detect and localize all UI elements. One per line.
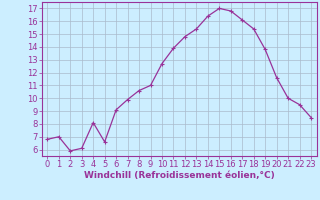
X-axis label: Windchill (Refroidissement éolien,°C): Windchill (Refroidissement éolien,°C) xyxy=(84,171,275,180)
